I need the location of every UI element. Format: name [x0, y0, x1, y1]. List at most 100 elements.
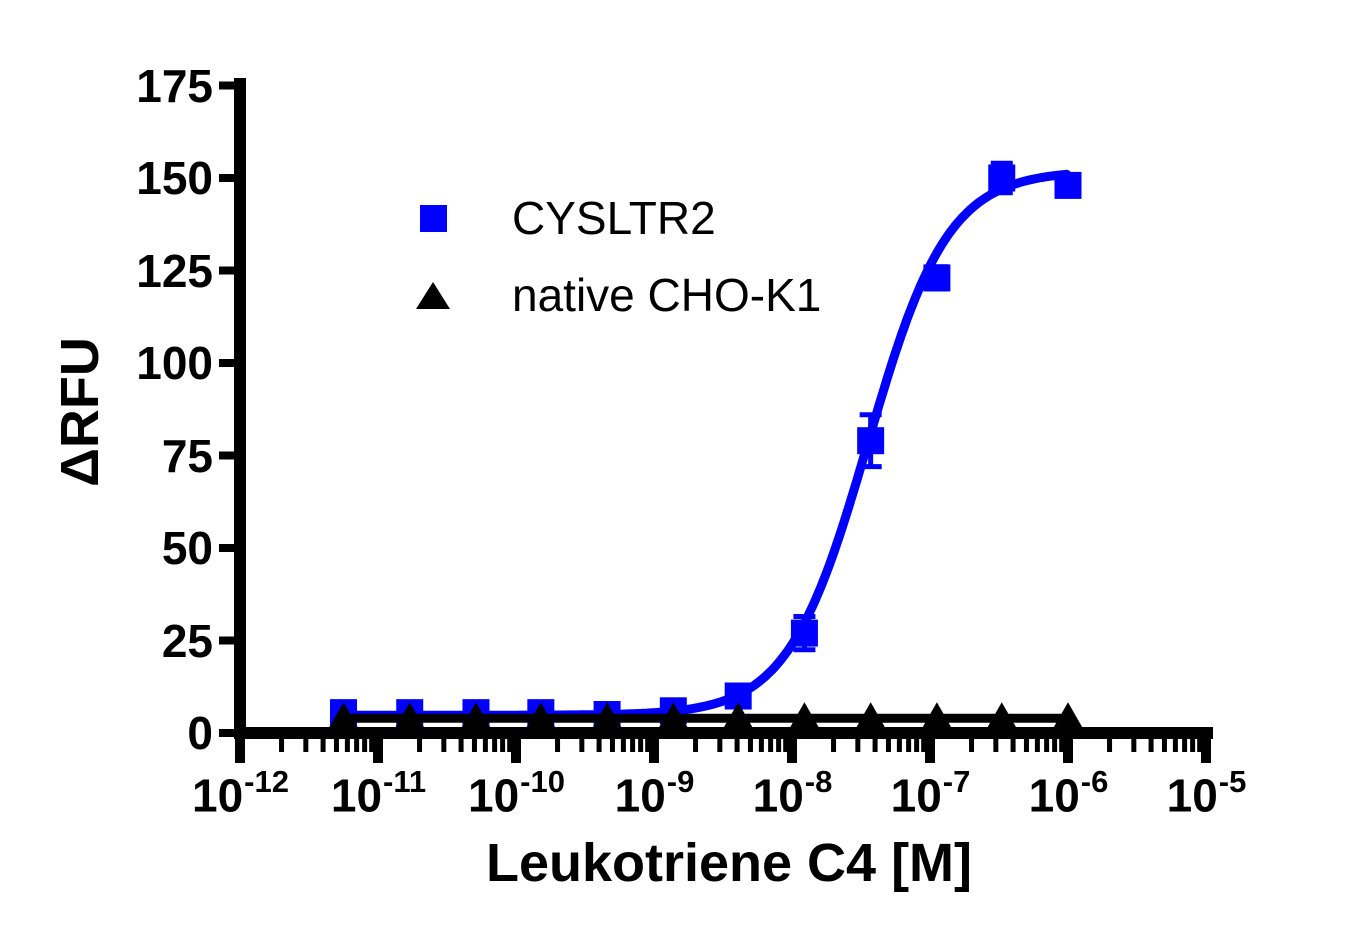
data-point-triangle [854, 702, 887, 731]
x-minor-tick [441, 739, 447, 752]
x-minor-tick [872, 739, 878, 752]
x-tick-label: 10-12 [192, 764, 289, 822]
x-minor-tick [1182, 739, 1188, 752]
x-tick-label: 10-6 [1028, 764, 1109, 822]
x-minor-tick [471, 739, 477, 752]
x-major-tick [1063, 739, 1073, 763]
x-minor-tick [717, 739, 723, 752]
fit-curve-cysltr2 [339, 169, 1072, 720]
x-minor-tick [492, 739, 498, 752]
x-minor-tick [1059, 739, 1065, 752]
x-minor-tick [776, 739, 782, 752]
data-point-triangle [524, 702, 557, 731]
y-tick-label: 100 [136, 337, 213, 389]
x-tick-label: 10-5 [1166, 764, 1247, 822]
x-minor-tick [507, 739, 513, 752]
x-minor-tick [993, 739, 999, 752]
y-tick [219, 174, 234, 182]
data-point-triangle [788, 702, 821, 731]
y-tick-label: 50 [161, 522, 213, 574]
x-minor-tick [855, 739, 861, 752]
x-major-tick [511, 739, 521, 763]
x-minor-tick [747, 739, 753, 752]
x-minor-tick [482, 739, 488, 752]
x-minor-tick [693, 739, 699, 752]
x-minor-tick [620, 739, 626, 752]
x-minor-tick [1148, 739, 1154, 752]
y-tick-label: 0 [187, 707, 213, 759]
x-minor-tick [914, 739, 920, 752]
x-minor-tick [1197, 739, 1203, 752]
data-point-triangle [459, 702, 492, 731]
x-major-tick [649, 739, 659, 763]
y-tick-label: 150 [136, 152, 213, 204]
x-tick-label: 10-10 [468, 764, 565, 822]
x-minor-tick [1052, 739, 1058, 752]
x-tick-label: 10-7 [890, 764, 971, 822]
x-minor-tick [645, 739, 651, 752]
data-point-triangle [591, 702, 624, 731]
x-minor-tick [555, 739, 561, 752]
x-minor-tick [768, 739, 774, 752]
x-minor-tick [969, 739, 975, 752]
x-minor-tick [1044, 739, 1050, 752]
x-minor-tick [333, 739, 339, 752]
x-minor-tick [638, 739, 644, 752]
data-point-square [1054, 171, 1082, 199]
x-tick-label: 10-8 [752, 764, 833, 822]
data-point-triangle [657, 702, 690, 731]
x-minor-tick [885, 739, 891, 752]
data-point-square [988, 164, 1016, 192]
y-tick [219, 81, 234, 90]
legend-marker-square-icon [420, 205, 447, 232]
y-axis-line [234, 78, 246, 739]
x-axis-title: Leukotriene C4 [M] [485, 833, 973, 893]
x-minor-tick [609, 739, 615, 752]
x-minor-tick [630, 739, 636, 752]
x-major-tick [1201, 739, 1211, 763]
legend-label-cysltr2: CYSLTR2 [512, 192, 716, 244]
x-minor-tick [831, 739, 837, 752]
x-minor-tick [279, 739, 285, 752]
y-tick [219, 451, 234, 460]
data-point-triangle [393, 702, 426, 731]
x-minor-tick [579, 739, 585, 752]
x-minor-tick [303, 739, 309, 752]
data-point-triangle [920, 702, 953, 731]
y-tick-label: 75 [161, 429, 213, 482]
legend-marker-triangle-icon [416, 282, 450, 309]
data-point-triangle [985, 702, 1018, 731]
y-tick [219, 266, 234, 275]
x-minor-tick [1107, 739, 1113, 752]
x-minor-tick [906, 739, 912, 752]
x-minor-tick [354, 739, 360, 752]
x-minor-tick [417, 739, 423, 752]
x-minor-tick [596, 739, 602, 752]
x-minor-tick [783, 739, 789, 752]
x-major-tick [373, 739, 383, 763]
data-point-square [923, 264, 951, 292]
x-minor-tick [1172, 739, 1178, 752]
x-minor-tick [1034, 739, 1040, 752]
x-minor-tick [921, 739, 927, 752]
y-tick-label: 125 [136, 244, 213, 297]
x-major-tick [925, 739, 935, 763]
x-minor-tick [500, 739, 506, 752]
y-tick [219, 636, 234, 645]
y-tick [219, 729, 234, 737]
x-minor-tick [1131, 739, 1137, 752]
x-minor-tick [734, 739, 740, 752]
data-point-triangle [722, 702, 755, 731]
data-point-triangle [327, 702, 360, 731]
x-minor-tick [1190, 739, 1196, 752]
x-minor-tick [344, 739, 350, 752]
x-minor-tick [1023, 739, 1029, 752]
x-tick-label: 10-11 [330, 764, 427, 822]
x-major-tick [787, 739, 797, 763]
y-tick [219, 359, 234, 367]
x-minor-tick [896, 739, 902, 752]
data-point-square [857, 427, 885, 455]
x-minor-tick [1010, 739, 1016, 752]
